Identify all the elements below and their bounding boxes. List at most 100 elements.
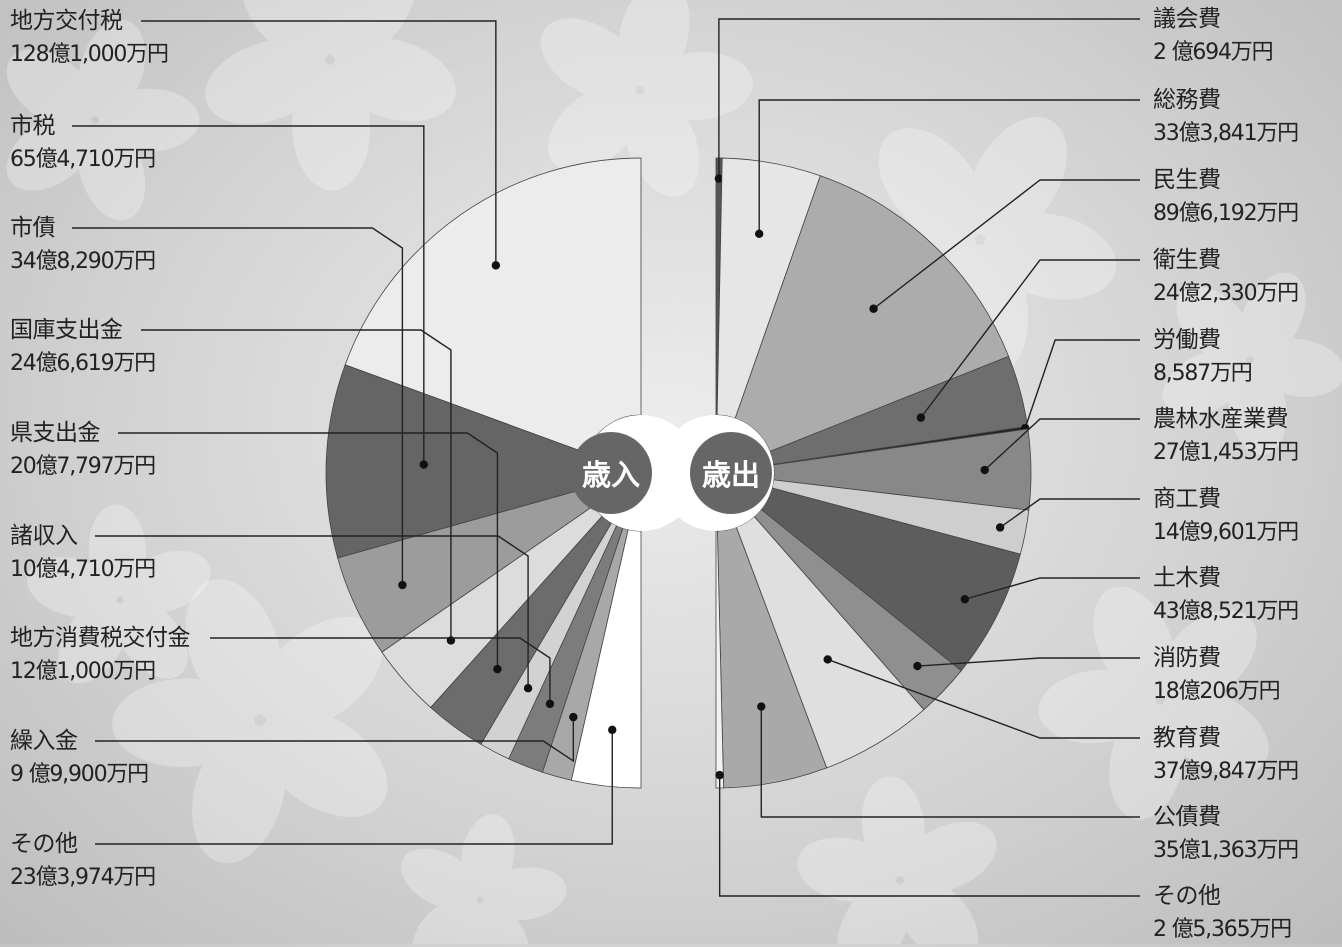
expenditure-leader-line — [718, 775, 1140, 897]
revenue-amount: 10億4,710万円 — [10, 557, 156, 582]
revenue-amount: 34億8,290万円 — [10, 249, 156, 274]
revenue-amount: 23億3,974万円 — [10, 865, 156, 890]
expenditure-amount: 2 億5,365万円 — [1153, 917, 1292, 942]
expenditure-leader-dot — [823, 655, 832, 664]
revenue-leader-line — [72, 125, 425, 465]
expenditure-label-商工費: 商工費 14億9,601万円 — [1153, 482, 1299, 550]
revenue-leader-line — [95, 729, 613, 845]
revenue-label-市債: 市債 34億8,290万円 — [10, 211, 156, 279]
expenditure-name: 農林水産業費 — [1153, 406, 1289, 432]
blossom-shape — [401, 814, 567, 944]
revenue-label-繰入金: 繰入金 9 億9,900万円 — [10, 724, 149, 792]
revenue-name: 地方消費税交付金 — [10, 625, 191, 651]
revenue-leader-line — [95, 717, 575, 763]
expenditure-label-労働費: 労働費 8,587万円 — [1153, 323, 1253, 391]
expenditure-leader-dot — [755, 229, 764, 239]
revenue-amount: 20億7,797万円 — [10, 454, 156, 479]
expenditure-amount: 8,587万円 — [1153, 361, 1253, 386]
expenditure-leader-dot — [995, 523, 1005, 532]
expenditure-leader-line — [999, 498, 1140, 529]
expenditure-name: 教育費 — [1153, 725, 1221, 751]
expenditure-leader-line — [718, 18, 1140, 179]
revenue-name: 国庫支出金 — [10, 317, 123, 343]
revenue-name: 地方交付税 — [10, 8, 123, 34]
blossom-shape — [540, 0, 753, 197]
expenditure-label-議会費: 議会費 2 億694万円 — [1153, 2, 1274, 70]
expenditure-name: 衛生費 — [1153, 247, 1221, 273]
expenditure-label-衛生費: 衛生費 24億2,330万円 — [1153, 243, 1299, 311]
expenditure-leader-dot — [715, 770, 724, 780]
revenue-leader-dot — [523, 684, 533, 693]
expenditure-amount: 37億9,847万円 — [1153, 759, 1299, 784]
expenditure-leader-dot — [916, 413, 926, 422]
expenditure-amount: 33億3,841万円 — [1153, 121, 1299, 146]
expenditure-leader-line — [758, 99, 1140, 234]
revenue-amount: 128億1,000万円 — [10, 42, 169, 67]
revenue-label-地方交付税: 地方交付税 128億1,000万円 — [10, 4, 169, 72]
expenditure-label-農林水産業費: 農林水産業費 27億1,453万円 — [1153, 402, 1299, 470]
revenue-leader-dot — [608, 725, 617, 735]
revenue-name: 市債 — [10, 215, 56, 241]
expenditure-name: 民生費 — [1153, 167, 1221, 193]
revenue-leader-line — [141, 20, 497, 266]
expenditure-amount: 27億1,453万円 — [1153, 440, 1299, 465]
blossom-shape — [6, 19, 200, 221]
expenditure-leader-line — [873, 179, 1140, 310]
expenditure-label-総務費: 総務費 33億3,841万円 — [1153, 83, 1299, 151]
revenue-leader-dot — [569, 712, 578, 722]
expenditure-leader-line — [920, 259, 1140, 419]
revenue-leader-dot — [398, 580, 407, 590]
expenditure-amount: 14億9,601万円 — [1153, 520, 1299, 545]
revenue-leader-line — [95, 535, 529, 689]
revenue-leader-line — [118, 432, 499, 670]
revenue-label-国庫支出金: 国庫支出金 24億6,619万円 — [10, 313, 156, 381]
expenditure-amount: 35億1,363万円 — [1153, 838, 1299, 863]
expenditure-leader-dot — [869, 304, 878, 313]
expenditure-amount: 89億6,192万円 — [1153, 201, 1299, 226]
revenue-amount: 24億6,619万円 — [10, 351, 156, 376]
expenditure-leader-dot — [960, 595, 970, 604]
expenditure-leader-line — [984, 418, 1140, 471]
expenditure-name: その他 — [1153, 883, 1221, 909]
blossom-shape — [26, 504, 211, 684]
expenditure-label-その他: その他 2 億5,365万円 — [1153, 879, 1292, 947]
revenue-label-その他: その他 23億3,974万円 — [10, 827, 156, 895]
revenue-leader-dot — [545, 699, 555, 709]
expenditure-amount: 18億206万円 — [1153, 679, 1281, 704]
revenue-amount: 12億1,000万円 — [10, 659, 156, 684]
revenue-leader-line — [210, 637, 551, 704]
blossom-shape — [205, 0, 456, 191]
revenue-name: 市税 — [10, 113, 56, 139]
blossom-shape — [1162, 272, 1342, 455]
expenditure-label-教育費: 教育費 37億9,847万円 — [1153, 721, 1299, 789]
revenue-leader-line — [141, 329, 452, 641]
revenue-label-市税: 市税 65億4,710万円 — [10, 109, 156, 177]
expenditure-leader-dot — [980, 465, 989, 475]
expenditure-name: 議会費 — [1153, 6, 1221, 32]
revenue-amount: 65億4,710万円 — [10, 147, 156, 172]
blossom-shape — [797, 776, 997, 944]
expenditure-leader-dot — [913, 661, 922, 671]
revenue-leader-dot — [419, 460, 429, 469]
expenditure-leader-dot — [714, 174, 724, 183]
expenditure-leader-line — [827, 658, 1140, 739]
revenue-name: その他 — [10, 831, 78, 857]
expenditure-label-公債費: 公債費 35億1,363万円 — [1153, 800, 1299, 868]
expenditure-name: 商工費 — [1153, 486, 1221, 512]
expenditure-name: 土木費 — [1153, 565, 1221, 591]
expenditure-leader-line — [917, 657, 1140, 667]
expenditure-name: 総務費 — [1153, 87, 1221, 113]
revenue-leader-dot — [493, 664, 502, 674]
expenditure-amount: 2 億694万円 — [1153, 40, 1274, 65]
expenditure-amount: 43億8,521万円 — [1153, 599, 1299, 624]
expenditure-center-badge: 歳出 — [690, 432, 772, 514]
revenue-label-地方消費税交付金: 地方消費税交付金 12億1,000万円 — [10, 621, 191, 689]
expenditure-label-民生費: 民生費 89億6,192万円 — [1153, 163, 1299, 231]
revenue-center-label: 歳入 — [581, 458, 640, 492]
revenue-name: 繰入金 — [10, 728, 78, 754]
expenditure-name: 労働費 — [1153, 327, 1221, 353]
revenue-name: 諸収入 — [10, 523, 78, 549]
expenditure-name: 公債費 — [1153, 804, 1221, 830]
